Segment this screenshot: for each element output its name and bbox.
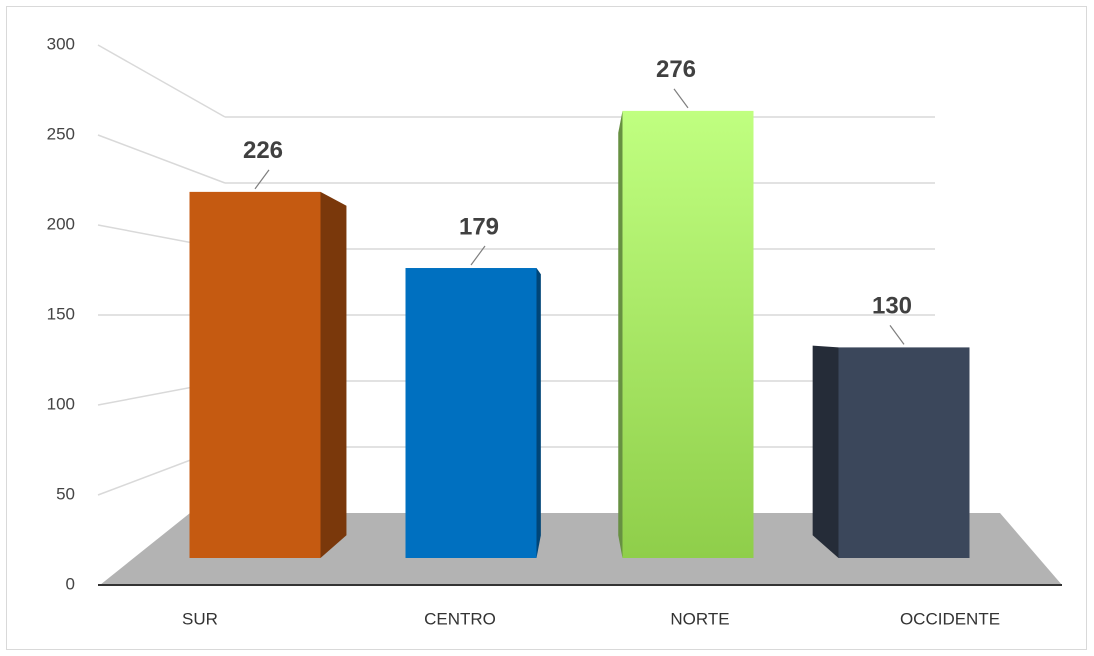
bar-group <box>618 110 754 558</box>
y-tick-label: 250 <box>47 124 75 143</box>
x-tick-label: OCCIDENTE <box>900 609 1000 628</box>
value-label: 276 <box>656 56 696 83</box>
y-tick-label: 150 <box>47 304 75 323</box>
leader-line <box>470 245 486 266</box>
x-tick-label: SUR <box>182 609 218 628</box>
value-label: 179 <box>459 213 499 240</box>
y-tick-label: 0 <box>66 574 75 593</box>
x-tick-label: CENTRO <box>424 609 496 628</box>
bar <box>622 110 754 558</box>
bar-group <box>405 268 541 558</box>
bar-side <box>536 268 541 558</box>
bar <box>838 347 970 558</box>
y-tick-label: 50 <box>56 484 75 503</box>
leader-line <box>673 88 689 109</box>
grid-line <box>97 134 226 184</box>
y-tick-label: 100 <box>47 394 75 413</box>
bar-side <box>618 110 623 558</box>
bar-side <box>320 191 347 558</box>
value-label: 226 <box>243 137 283 164</box>
bar-group <box>812 345 970 558</box>
y-tick-label: 300 <box>47 34 75 53</box>
value-label: 130 <box>872 293 912 320</box>
x-tick-label: NORTE <box>670 609 729 628</box>
bar-side <box>812 345 839 558</box>
bar-group <box>189 191 347 558</box>
bar <box>189 191 321 558</box>
grid-line <box>97 44 226 118</box>
leader-line <box>254 169 270 190</box>
bar <box>405 268 537 558</box>
leader-line <box>889 325 905 345</box>
y-tick-label: 200 <box>47 214 75 233</box>
